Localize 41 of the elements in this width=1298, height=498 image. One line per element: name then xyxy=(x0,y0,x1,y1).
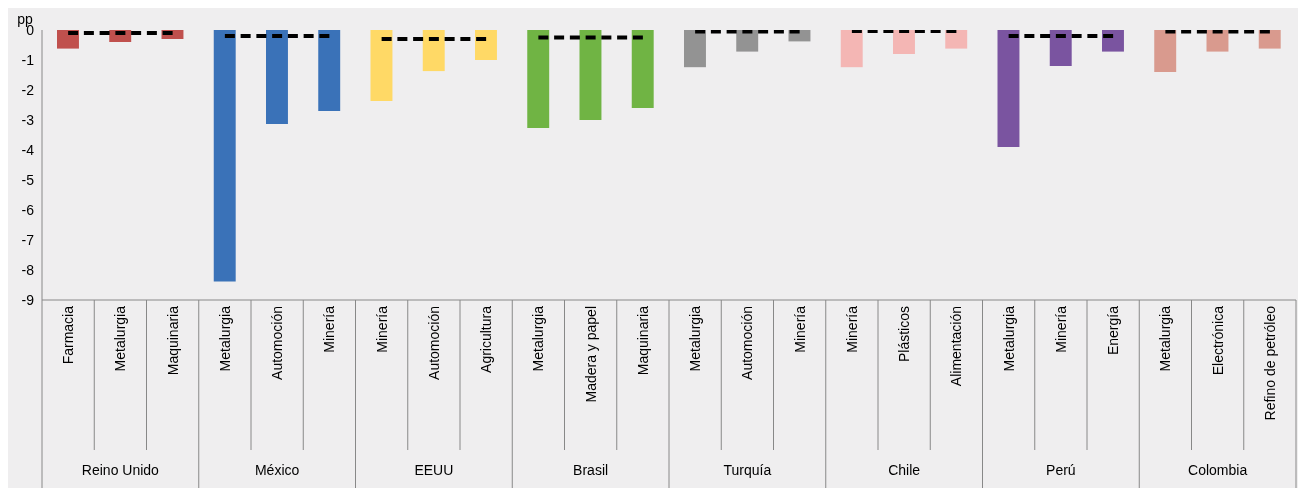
x-tick-label: Minería xyxy=(1052,305,1069,353)
x-tick-label: Metalurgia xyxy=(1000,305,1017,372)
text: Perú xyxy=(1046,462,1076,478)
text: México xyxy=(254,462,300,478)
x-tick-label: Metalurgia xyxy=(1157,305,1174,372)
text: Brasil xyxy=(573,462,609,478)
y-tick-label: -1 xyxy=(21,51,35,68)
y-tick-label: -9 xyxy=(21,291,35,308)
x-tick-label: Agricultura xyxy=(478,305,495,373)
y-tick-label: -8 xyxy=(21,261,35,278)
x-tick-label: Minería xyxy=(843,305,860,353)
text: Colombia xyxy=(1188,462,1248,478)
x-tick-label: Refino de petróleo xyxy=(1261,305,1278,421)
x-tick-label: Minería xyxy=(321,305,338,353)
x-tick-label: Metalurgia xyxy=(687,305,704,372)
text: Reino Unido xyxy=(81,462,160,478)
x-tick-label: Electrónica xyxy=(1209,305,1226,376)
x-tick-label: Farmacia xyxy=(60,305,77,365)
y-tick-label: -5 xyxy=(21,171,35,188)
x-tick-label: Energía xyxy=(1105,305,1122,356)
x-tick-label: Minería xyxy=(791,305,808,353)
x-tick-label: Metalurgia xyxy=(216,305,233,372)
y-tick-label: -7 xyxy=(21,231,35,248)
x-tick-label: Plásticos xyxy=(896,306,913,363)
x-tick-label: Metalurgia xyxy=(530,305,547,372)
text: Chile xyxy=(888,462,921,478)
x-tick-label: Automoción xyxy=(269,306,286,380)
text: Turquía xyxy=(723,462,772,478)
x-tick-label: Automoción xyxy=(425,306,442,380)
y-tick-label: -2 xyxy=(21,81,35,98)
text: EEUU xyxy=(414,462,454,478)
x-tick-label: Automoción xyxy=(739,306,756,380)
x-tick-label: Alimentación xyxy=(948,306,965,387)
x-tick-label: Maquinaria xyxy=(164,305,181,376)
x-tick-label: Maquinaria xyxy=(634,305,651,376)
x-tick-label: Minería xyxy=(373,305,390,353)
y-tick-label: -4 xyxy=(21,141,35,158)
y-tick-label: -3 xyxy=(21,111,35,128)
y-tick-label: -6 xyxy=(21,201,35,218)
x-tick-label: Madera y papel xyxy=(582,306,599,403)
x-tick-label: Metalurgia xyxy=(112,305,129,372)
